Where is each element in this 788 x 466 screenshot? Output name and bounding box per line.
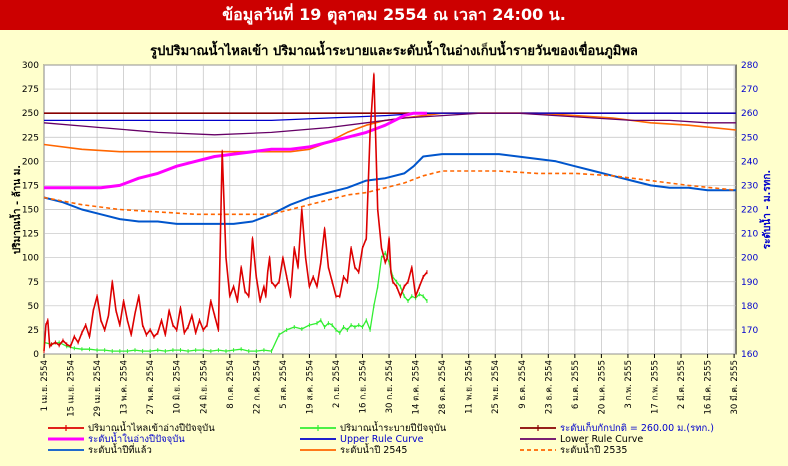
y2-tick-label: 230 (741, 181, 758, 191)
y-axis-label: ปริมาณน้ำ - ล้าน ม. (9, 165, 23, 254)
x-tick-label: 13 พ.ค. 2554 (120, 360, 130, 415)
x-tick-label: 9 ธ.ค. 2554 (518, 360, 528, 409)
y-tick-label: 100 (22, 254, 39, 264)
y-tick-label: 275 (22, 85, 39, 95)
x-tick-label: 20 ม.ค. 2555 (597, 360, 607, 415)
y2-tick-label: 210 (741, 230, 758, 240)
x-tick-label: 17 ก.พ. 2555 (650, 360, 660, 414)
y2-tick-label: 260 (741, 109, 758, 119)
x-tick-label: 14 ต.ค. 2554 (412, 360, 422, 414)
y-tick-label: 125 (22, 230, 39, 240)
x-tick-label: 3 ก.พ. 2555 (624, 360, 634, 409)
x-tick-label: 16 มี.ค. 2555 (703, 360, 714, 415)
date-banner: ข้อมูลวันที่ 19 ตุลาคม 2554 ณ เวลา 24:00… (0, 0, 788, 30)
x-tick-label: 30 มี.ค. 2555 (729, 360, 740, 415)
y-tick-label: 75 (28, 278, 39, 288)
legend-label: ระดับน้ำในอ่างปีปัจจุบัน (88, 432, 185, 445)
y-tick-label: 50 (28, 302, 40, 312)
x-tick-label: 11 พ.ย. 2554 (465, 360, 475, 414)
x-tick-label: 22 ก.ค. 2554 (252, 360, 262, 414)
y2-tick-label: 180 (741, 302, 758, 312)
y2-tick-label: 270 (741, 85, 758, 95)
y-tick-label: 200 (22, 157, 39, 167)
x-tick-label: 24 มิ.ย. 2554 (199, 360, 209, 414)
y2-tick-label: 280 (741, 61, 758, 71)
x-tick-label: 28 ต.ค. 2554 (438, 360, 448, 414)
y-tick-label: 25 (28, 326, 39, 336)
y2-tick-label: 200 (741, 254, 758, 264)
x-tick-label: 19 ส.ค. 2554 (305, 360, 315, 414)
y-tick-label: 300 (22, 61, 39, 71)
y-tick-label: 150 (22, 206, 39, 216)
legend-label: ระดับน้ำปีที่แล้ว (88, 443, 152, 456)
y2-tick-label: 240 (741, 157, 758, 167)
y2-tick-label: 190 (741, 278, 758, 288)
chart-title: รูปปริมาณน้ำไหลเข้า ปริมาณน้ำระบายและระด… (150, 44, 638, 59)
x-tick-label: 8 ก.ค. 2554 (226, 360, 236, 409)
series-line (44, 111, 427, 190)
y-tick-label: 0 (33, 350, 39, 360)
x-tick-label: 23 ธ.ค. 2554 (544, 360, 554, 414)
y2-tick-label: 160 (741, 350, 758, 360)
legend-label: ระดับเก็บกักปกติ = 260.00 ม.(รทก.) (560, 421, 714, 434)
series-line (43, 112, 736, 136)
y-tick-label: 250 (22, 109, 39, 119)
x-tick-label: 10 มิ.ย. 2554 (173, 360, 183, 414)
x-tick-label: 1 เม.ย. 2554 (40, 360, 50, 411)
legend-label: ปริมาณน้ำไหลเข้าอ่างปีปัจจุบัน (88, 421, 215, 434)
x-tick-label: 30 ก.ย. 2554 (385, 360, 395, 413)
legend-label: ระดับน้ำปี 2545 (340, 443, 407, 456)
x-tick-label: 15 เม.ย. 2554 (67, 360, 77, 417)
series-line (43, 153, 736, 225)
x-tick-label: 25 พ.ย. 2554 (491, 360, 501, 414)
x-tick-label: 29 เม.ย. 2554 (93, 360, 103, 417)
series-line (43, 73, 428, 352)
x-tick-label: 2 ก.ย. 2554 (332, 360, 342, 408)
x-tick-label: 2 มี.ค. 2555 (676, 360, 687, 409)
x-tick-label: 6 ม.ค. 2555 (571, 360, 581, 409)
y2-tick-label: 220 (741, 206, 758, 216)
x-tick-label: 16 ก.ย. 2554 (359, 360, 369, 413)
legend-label: ระดับน้ำปี 2535 (560, 443, 627, 456)
y-tick-label: 225 (22, 133, 39, 143)
legend-label: Upper Rule Curve (340, 434, 424, 445)
y2-axis-label: ระดับน้ำ - ม.รทก. (759, 170, 773, 249)
legend-label: Lower Rule Curve (560, 434, 643, 445)
series-line (43, 252, 428, 352)
x-tick-label: 5 ส.ค. 2554 (279, 360, 289, 409)
legend-label: ปริมาณน้ำระบายปีปัจจุบัน (340, 421, 447, 434)
x-tick-label: 27 พ.ค. 2554 (146, 360, 156, 415)
y-tick-label: 175 (22, 181, 39, 191)
y2-tick-label: 250 (741, 133, 758, 143)
y2-tick-label: 170 (741, 326, 758, 336)
